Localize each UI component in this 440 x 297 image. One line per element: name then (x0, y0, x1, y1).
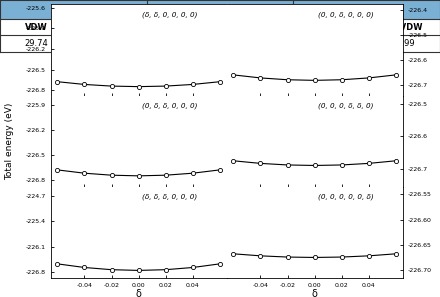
Text: LGPS: LGPS (62, 5, 85, 14)
X-axis label: δ: δ (136, 289, 142, 297)
Text: 18.30: 18.30 (172, 39, 195, 48)
Text: No-VDW: No-VDW (384, 23, 422, 31)
Bar (293, 0, 440, 19)
Text: No-VDW: No-VDW (91, 23, 129, 31)
Text: (0, 0, 0, δ, δ, 0): (0, 0, 0, δ, δ, 0) (318, 103, 374, 109)
Text: (0, 0, δ, 0, 0, 0): (0, 0, δ, 0, 0, 0) (318, 12, 374, 18)
Text: Total energy (eV): Total energy (eV) (5, 102, 14, 180)
Text: Li$_4$P$_2$S$_7$: Li$_4$P$_2$S$_7$ (204, 3, 236, 16)
Bar (0, 19, 440, 35)
Text: No-VDW: No-VDW (238, 23, 276, 31)
Text: 29.74: 29.74 (25, 39, 48, 48)
Bar (0, 35, 440, 52)
Bar (147, 0, 293, 19)
X-axis label: δ: δ (312, 289, 318, 297)
Text: 15.65: 15.65 (245, 39, 268, 48)
Text: (0, 0, 0, 0, 0, δ): (0, 0, 0, 0, 0, δ) (318, 194, 374, 200)
Text: VDW: VDW (172, 23, 195, 31)
Text: 24.00: 24.00 (318, 39, 342, 48)
Text: Li$_7$P$_3$S$_{11}$: Li$_7$P$_3$S$_{11}$ (348, 3, 385, 16)
Text: VDW: VDW (319, 23, 341, 31)
Text: 20.43: 20.43 (98, 39, 122, 48)
Text: VDW: VDW (25, 23, 48, 31)
Bar (0, 0, 147, 19)
Text: (δ, δ, δ, 0, 0, 0): (δ, δ, δ, 0, 0, 0) (142, 194, 198, 200)
Text: (δ, δ, 0, 0, 0, 0): (δ, δ, 0, 0, 0, 0) (142, 12, 198, 18)
Text: (0, δ, δ, 0, 0, 0): (0, δ, δ, 0, 0, 0) (142, 103, 198, 109)
Text: 22.99: 22.99 (392, 39, 415, 48)
